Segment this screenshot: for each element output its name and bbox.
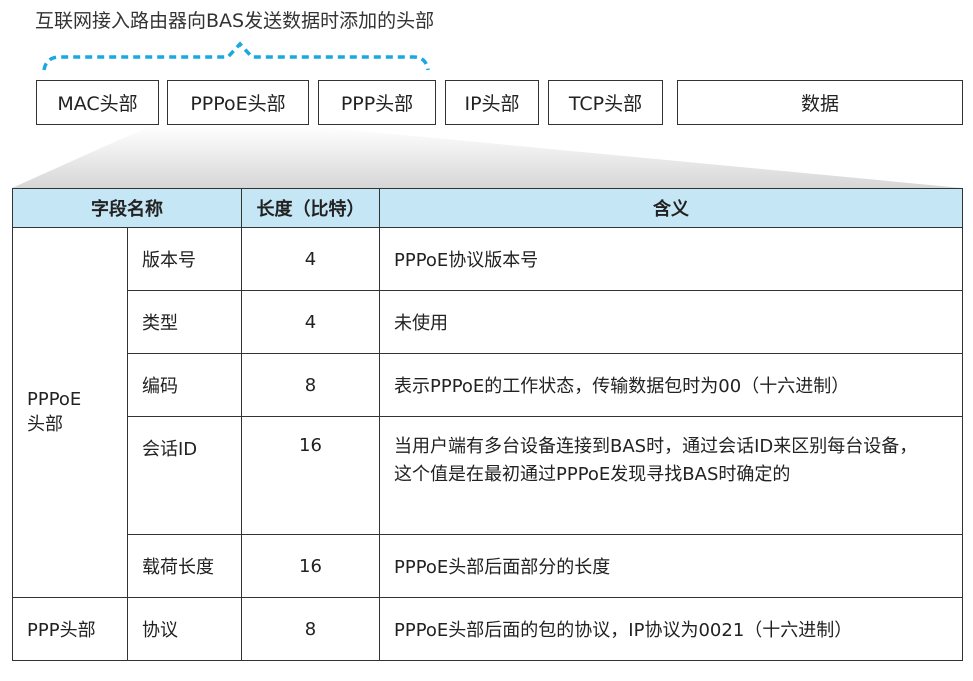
col-length: 长度（比特）	[241, 188, 380, 228]
pppoe-field-table: 字段名称 长度（比特） 含义 PPPoE 头部 版本号 4 PPPoE协议版本号…	[12, 188, 963, 661]
meaning: 未使用	[379, 290, 963, 354]
group-ppp: PPP头部	[12, 597, 128, 661]
group-pppoe: PPPoE 头部	[12, 227, 128, 598]
field: 版本号	[127, 227, 242, 291]
table-row: PPP头部 协议 8 PPPoE头部后面的包的协议，IP协议为0021（十六进制…	[12, 597, 963, 661]
meaning: 当用户端有多台设备连接到BAS时，通过会话ID来区别每台设备，这个值是在最初通过…	[379, 416, 963, 535]
table-row: 类型 4 未使用	[13, 290, 963, 354]
table-row: 载荷长度 16 PPPoE头部后面部分的长度	[13, 534, 963, 598]
bits: 4	[241, 227, 380, 291]
header-box-tcp: TCP头部	[548, 80, 663, 125]
bits: 16	[241, 534, 380, 598]
header-box-ppp: PPP头部	[318, 80, 436, 125]
col-meaning: 含义	[379, 188, 963, 228]
col-field-name: 字段名称	[12, 188, 242, 228]
expansion-shadow	[12, 126, 962, 188]
header-box-data: 数据	[677, 80, 963, 125]
meaning: PPPoE头部后面部分的长度	[379, 534, 963, 598]
dashed-bracket	[42, 41, 430, 71]
header-box-mac: MAC头部	[36, 80, 159, 125]
field: 编码	[127, 353, 242, 417]
decorations	[12, 41, 962, 188]
meaning: 表示PPPoE的工作状态，传输数据包时为00（十六进制）	[379, 353, 963, 417]
table-header-row: 字段名称 长度（比特） 含义	[12, 188, 963, 228]
field: 类型	[127, 290, 242, 354]
table-row: PPPoE 头部 版本号 4 PPPoE协议版本号	[12, 227, 963, 598]
header-box-ip: IP头部	[445, 80, 539, 125]
header-box-pppoe: PPPoE头部	[167, 80, 309, 125]
bits: 8	[241, 597, 380, 661]
meaning: PPPoE协议版本号	[379, 227, 963, 291]
table-row: 编码 8 表示PPPoE的工作状态，传输数据包时为00（十六进制）	[13, 353, 963, 417]
table-row: 会话ID 16 当用户端有多台设备连接到BAS时，通过会话ID来区别每台设备，这…	[13, 416, 963, 535]
diagram-caption: 互联网接入路由器向BAS发送数据时添加的头部	[35, 10, 435, 32]
field: 载荷长度	[127, 534, 242, 598]
bits: 8	[241, 353, 380, 417]
bits: 16	[241, 416, 380, 535]
field: 会话ID	[127, 416, 242, 535]
field: 协议	[127, 597, 242, 661]
bits: 4	[241, 290, 380, 354]
meaning: PPPoE头部后面的包的协议，IP协议为0021（十六进制）	[379, 597, 963, 661]
